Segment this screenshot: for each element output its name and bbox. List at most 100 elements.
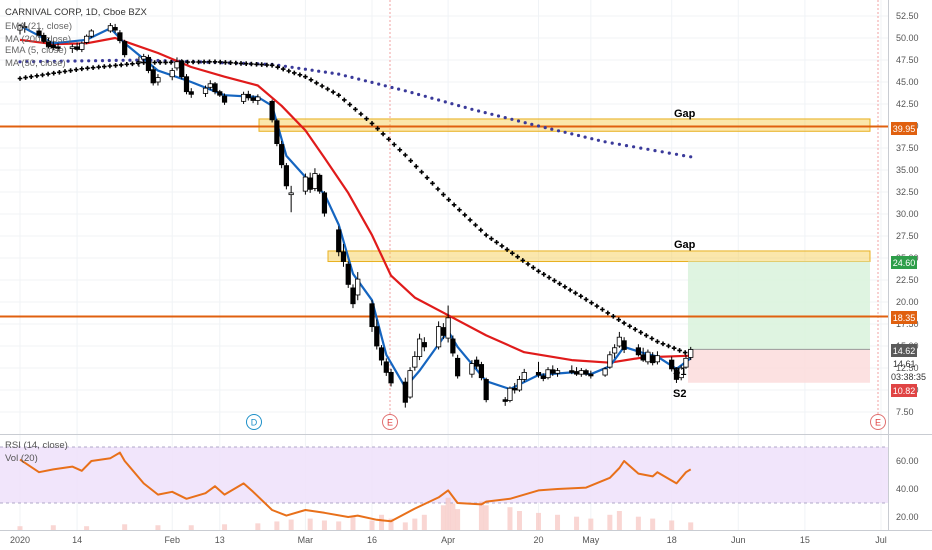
candle-body (640, 354, 646, 361)
price-axis-tick: 37.50 (896, 143, 919, 153)
loss-zone (687, 349, 870, 383)
ma50-cross (457, 207, 462, 213)
candle-body (621, 340, 627, 350)
candle (255, 94, 261, 105)
legend-volume[interactable]: Vol (20) (5, 453, 38, 464)
axes: 7.5010.0012.5015.0017.5020.0022.5025.002… (10, 11, 919, 545)
earnings-event-marker[interactable]: E (382, 414, 398, 430)
ma50-cross (40, 72, 45, 78)
candle-body (478, 364, 485, 379)
candle (302, 173, 309, 195)
volume-bar (483, 505, 489, 530)
ma50-cross (342, 97, 347, 103)
ma200-dot (403, 89, 407, 93)
candle (79, 41, 85, 53)
earnings-event-marker-future[interactable]: E (870, 414, 886, 430)
candle (317, 173, 323, 194)
ma200-dot (25, 60, 29, 64)
candle (607, 351, 613, 369)
candle-body (69, 46, 75, 49)
candle (202, 85, 209, 97)
candle (355, 272, 361, 301)
ma50-cross (525, 261, 531, 267)
legend-rsi[interactable]: RSI (14, close) (5, 440, 68, 451)
ma200-dot (417, 92, 421, 97)
candle (150, 66, 156, 86)
chart-title: CARNIVAL CORP, 1D, Cboe BZX (5, 7, 148, 18)
ma50-cross (649, 336, 655, 341)
ma200-dot (443, 100, 447, 104)
candle-body (535, 371, 542, 376)
ma50-cross (627, 323, 632, 329)
ma50-cross (515, 254, 520, 260)
ma200-dot (682, 154, 686, 158)
ma200-dot (674, 152, 679, 156)
ma200-dot (490, 112, 494, 116)
ma200-dot (556, 129, 561, 133)
ma50-cross (419, 169, 424, 175)
ma50-cross (269, 63, 275, 68)
ma50-cross (386, 136, 391, 142)
ma50-cross (254, 62, 259, 67)
volume-bar (555, 514, 561, 530)
ma200-dot (470, 107, 474, 111)
legend-ema21[interactable]: EMA (21, close) (5, 21, 72, 32)
candle (145, 54, 152, 74)
candle (602, 367, 608, 377)
ma200-dot (503, 116, 507, 120)
ma50-cross (380, 131, 386, 137)
candle (402, 377, 408, 408)
svg-text:D: D (251, 418, 258, 428)
ma50-cross (85, 65, 90, 71)
ma50-cross (562, 284, 568, 290)
moving-averages (17, 24, 693, 391)
candle (635, 344, 641, 357)
candle-body (507, 387, 513, 401)
candle-body (578, 370, 584, 375)
volume-bar (50, 525, 56, 530)
legend-ma50[interactable]: MA (50, close) (5, 58, 66, 69)
candle (283, 162, 289, 190)
ma50-cross (212, 59, 218, 65)
candle (388, 368, 394, 387)
candle (217, 89, 223, 97)
volume-bar (307, 518, 313, 530)
ma50-cross (249, 61, 254, 67)
candle-body (688, 349, 694, 358)
volume-bar (122, 524, 128, 530)
candle-body (317, 174, 323, 192)
legend-ema5[interactable]: EMA (5, close) (5, 45, 67, 56)
candle-body (74, 46, 80, 50)
ma200-dot (530, 122, 534, 126)
candle (516, 375, 523, 392)
ma200-dot (617, 142, 622, 146)
gap-zone-upper (258, 118, 871, 132)
price-axis-tick: 47.50 (896, 55, 919, 65)
ma200-dot (610, 141, 614, 145)
time-axis-tick: Feb (164, 535, 180, 545)
candle-body (412, 356, 418, 368)
ma200-dot (563, 130, 567, 134)
candle-body (212, 83, 218, 93)
ma50-cross (578, 293, 584, 299)
ma50-cross (520, 258, 526, 263)
dividend-event-marker[interactable]: D (246, 414, 262, 430)
legend-ma200[interactable]: MA (200, close) (5, 34, 71, 45)
volume-bar (669, 520, 675, 530)
ma200-dot (59, 59, 63, 63)
volume-bar (588, 518, 594, 530)
ma50-cross (632, 327, 638, 332)
time-axis-tick: Mar (298, 535, 314, 545)
ma200-dot (73, 59, 77, 63)
candle (307, 172, 313, 193)
candle (50, 40, 56, 51)
candle (45, 38, 52, 49)
ma50-cross (314, 80, 319, 86)
candle (83, 34, 90, 45)
candle (421, 337, 427, 352)
ma50-cross (638, 330, 644, 335)
candle (288, 185, 294, 213)
candle-body (107, 25, 113, 32)
ma50-cross (478, 227, 484, 233)
